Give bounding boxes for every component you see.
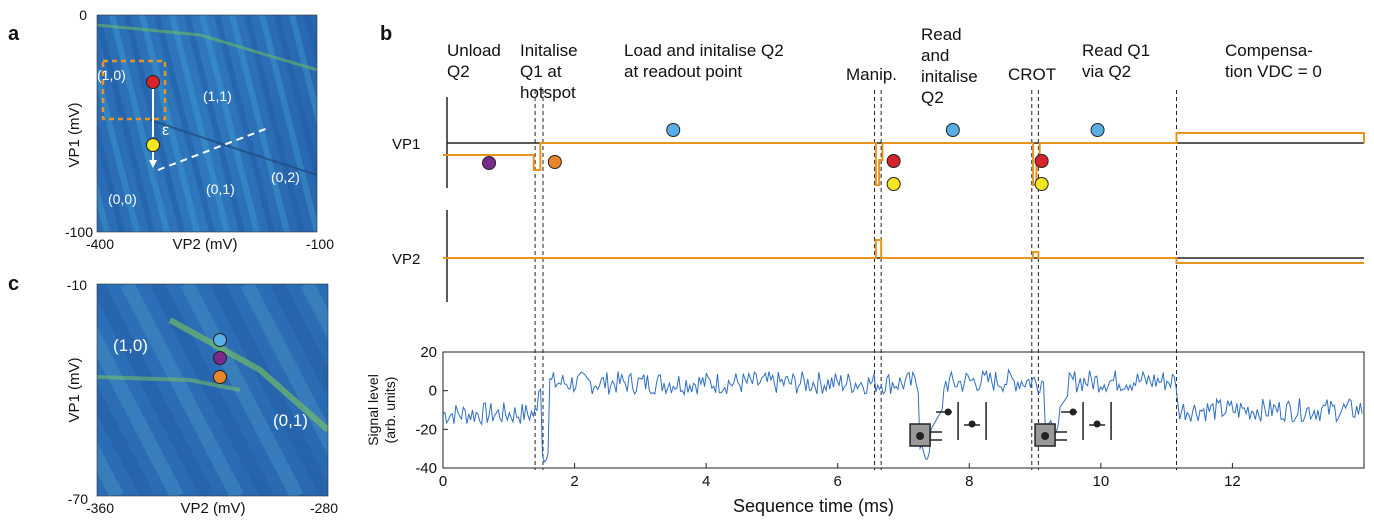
tick-label: -100 xyxy=(306,236,334,252)
y-axis-label: Signal level(arb. units) xyxy=(365,374,398,446)
state-dot xyxy=(1090,123,1105,137)
state-dot xyxy=(547,155,562,169)
orange-dot-c xyxy=(213,370,227,384)
purple-dot-c xyxy=(213,351,227,365)
y-tick-label: 20 xyxy=(420,344,437,361)
energy-level-inset xyxy=(909,402,987,447)
axis-label: VP1 (mV) xyxy=(66,102,83,167)
region-label: (0,0) xyxy=(108,191,137,207)
series-label: VP1 xyxy=(392,136,420,153)
region-label: (1,1) xyxy=(203,88,232,104)
y-tick-label: -20 xyxy=(415,421,437,438)
state-dot xyxy=(945,123,960,137)
lightblue-dot-c xyxy=(213,333,227,347)
axis-label: VP2 (mV) xyxy=(180,500,245,517)
region-label: (0,1) xyxy=(206,181,235,197)
step-label: Initalise Q1 at hotspot xyxy=(520,41,578,102)
step-label: Unload Q2 xyxy=(447,41,501,81)
series-label: VP2 xyxy=(392,251,420,268)
step-label: Manip. xyxy=(846,65,897,84)
region-label: (0,1) xyxy=(273,411,308,430)
state-dot xyxy=(886,177,901,191)
vp1-waveform xyxy=(443,132,1365,186)
sequence-chart: Unload Q2 Initalise Q1 at hotspot Load and in… xyxy=(365,25,1365,516)
region-box xyxy=(101,59,167,121)
x-tick-label: 0 xyxy=(439,473,447,490)
step-label: Load and initalise Q2 at readout point xyxy=(624,41,784,81)
energy-level-inset xyxy=(1034,402,1112,447)
tick-label: -360 xyxy=(86,500,114,516)
yellow-dot-a xyxy=(146,138,160,152)
signal-trace xyxy=(442,368,1363,463)
step-label: Compensa-tion VDC = 0 xyxy=(1225,41,1322,81)
tick-label: -10 xyxy=(67,277,87,293)
x-tick-label: 4 xyxy=(702,473,710,490)
x-axis-label: Sequence time (ms) xyxy=(733,496,894,516)
tick-label: -280 xyxy=(310,500,338,516)
tick-label: -100 xyxy=(65,224,93,240)
panel-a-letter: a xyxy=(8,23,20,45)
x-tick-label: 12 xyxy=(1224,473,1241,490)
x-tick-label: 2 xyxy=(570,473,578,490)
state-dot xyxy=(1034,177,1049,191)
vp2-waveform xyxy=(443,239,1364,264)
panel-c-heatmap xyxy=(97,284,328,496)
step-label: Read Q1 via Q2 xyxy=(1082,41,1150,81)
panel-b-letter: b xyxy=(380,23,392,45)
state-dot xyxy=(1034,154,1049,168)
state-dot xyxy=(886,154,901,168)
epsilon-label: ε xyxy=(162,122,169,139)
signal-axes xyxy=(442,351,1365,469)
x-tick-label: 6 xyxy=(834,473,842,490)
region-label: (0,2) xyxy=(271,169,300,185)
state-dot xyxy=(482,156,497,170)
tick-label: -70 xyxy=(68,491,88,507)
region-label: (1,0) xyxy=(113,336,148,355)
y-tick-label: 0 xyxy=(429,383,437,400)
axis-label: VP2 (mV) xyxy=(172,236,237,253)
y-tick-label: -40 xyxy=(415,460,437,477)
state-dot xyxy=(666,123,681,137)
x-tick-label: 10 xyxy=(1093,473,1110,490)
red-dot-a xyxy=(146,75,160,89)
tick-label: 0 xyxy=(79,7,87,23)
step-label: CROT xyxy=(1008,65,1056,84)
axis-label: VP1 (mV) xyxy=(66,357,83,422)
x-tick-label: 8 xyxy=(965,473,973,490)
panel-c-letter: c xyxy=(8,273,19,295)
step-label: Read and initalise Q2 xyxy=(921,25,978,107)
region-label: (1,0) xyxy=(97,67,126,83)
tick-label: -400 xyxy=(86,236,114,252)
panel-a-heatmap xyxy=(97,15,317,232)
